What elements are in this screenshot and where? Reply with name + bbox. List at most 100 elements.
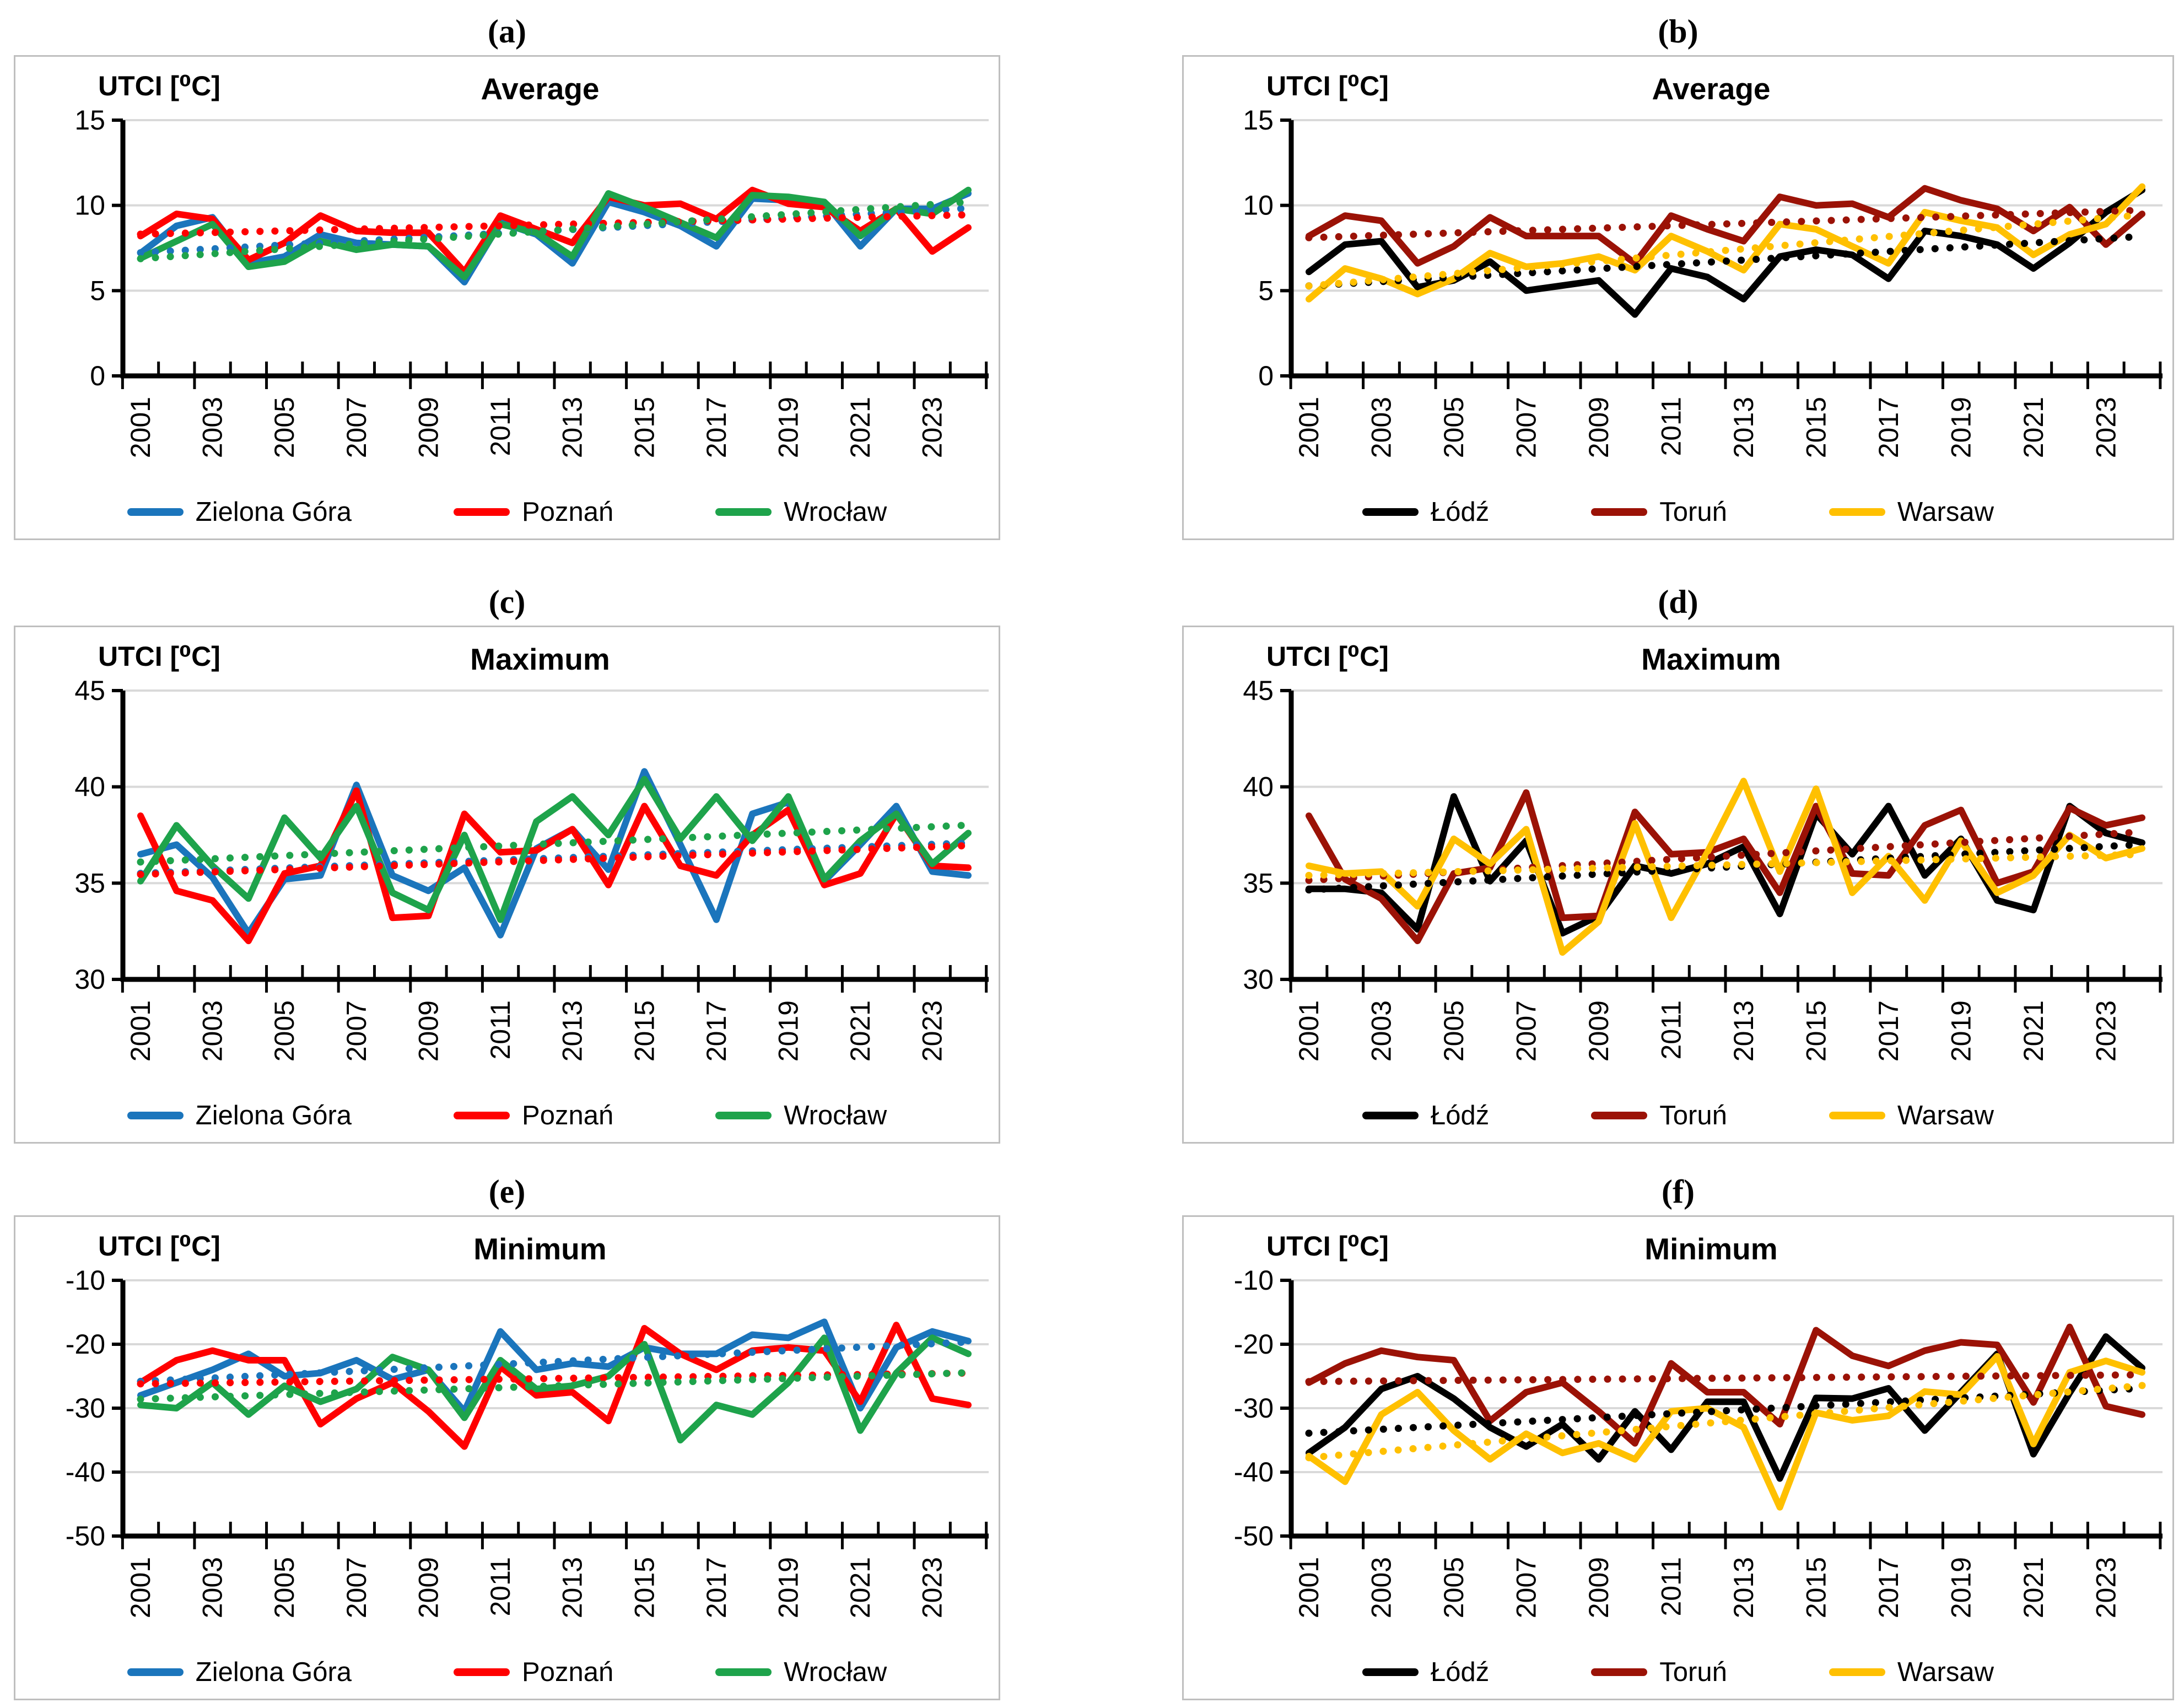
y-tick-label: -40 xyxy=(66,1457,105,1488)
trend-line-Toruń xyxy=(1305,206,2146,241)
x-tick-label: 2001 xyxy=(125,1000,156,1062)
legend-label: Zielona Góra xyxy=(195,1657,352,1687)
legend-label: Wrocław xyxy=(784,1101,887,1130)
panel-title: Average xyxy=(1652,72,1771,106)
trend-line-Warsaw xyxy=(1305,1382,2146,1462)
legend-swatch xyxy=(1362,1112,1419,1119)
legend-swatch xyxy=(1829,508,1885,516)
series-line-Poznań xyxy=(137,787,972,945)
trend-line-Łódź xyxy=(1305,1384,2146,1437)
panel-f: (f) -50 -40 -30 -20 -10 2001 2003 2005 2007 2009 2… xyxy=(1182,1168,2174,1700)
chart-canvas-maximum-right: 30 35 40 45 2001 2003 2005 2007 2009 2011 2013 2015… xyxy=(1243,675,2163,1062)
x-tick-label: 2007 xyxy=(1511,1000,1541,1062)
legend-swatch xyxy=(715,508,772,516)
x-tick-label: 2015 xyxy=(629,1557,660,1618)
x-tick-label: 2015 xyxy=(1800,1000,1831,1062)
x-tick-label: 2015 xyxy=(1800,397,1831,458)
legend-item: Zielona Góra xyxy=(127,497,352,527)
y-tick-label: -10 xyxy=(66,1265,105,1296)
chart-canvas-minimum-left: -50 -40 -30 -20 -10 2001 2003 2005 2007 2009 2011 2… xyxy=(66,1265,989,1618)
x-tick-label: 2021 xyxy=(845,1557,876,1618)
chart-canvas-maximum-left: 30 35 40 45 2001 2003 2005 2007 2009 2011 2013 2015… xyxy=(74,675,989,1062)
legend-swatch xyxy=(1591,1112,1648,1119)
legend-swatch xyxy=(127,1112,184,1119)
legend-swatch xyxy=(1829,1112,1885,1119)
trend-line-Toruń xyxy=(1305,828,2146,884)
y-tick-label: 45 xyxy=(74,675,105,706)
chart-canvas-average-right: 0 5 10 15 2001 2003 2005 2007 2009 2011 2013 2015 20… xyxy=(1243,105,2163,458)
legend-item: Poznań xyxy=(454,1100,613,1131)
x-tick-label: 2013 xyxy=(557,1000,588,1062)
legend-swatch xyxy=(127,1668,184,1676)
legend-label: Poznań xyxy=(522,497,614,527)
legend-swatch xyxy=(1829,1668,1885,1676)
panel-title: Minimum xyxy=(473,1232,607,1266)
x-tick-label: 2009 xyxy=(413,397,444,458)
y-tick-label: 35 xyxy=(1243,868,1274,898)
y-tick-label: -10 xyxy=(1234,1265,1274,1296)
panel-b: (b) 0 5 10 15 2001 2003 2005 2007 2009 2011 2013 20… xyxy=(1182,8,2174,540)
legend-item: Poznań xyxy=(454,497,613,527)
legend-label: Łódź xyxy=(1431,1657,1490,1687)
series-line-Toruń xyxy=(1306,789,2145,945)
x-tick-label: 2005 xyxy=(269,397,300,458)
legend-item: Łódź xyxy=(1362,1657,1489,1688)
y-tick-label: -30 xyxy=(66,1393,105,1424)
x-tick-label: 2003 xyxy=(1366,397,1396,458)
legend-label: Warsaw xyxy=(1897,1101,1994,1130)
legend-item: Warsaw xyxy=(1829,1100,1994,1131)
panel-title: Minimum xyxy=(1644,1232,1778,1266)
legend-swatch xyxy=(454,508,510,516)
y-tick-label: 0 xyxy=(90,360,105,391)
trend-line-Warsaw xyxy=(1305,850,2146,879)
series-line-Zielona Góra xyxy=(137,1318,972,1415)
y-tick-label: -50 xyxy=(1234,1521,1274,1551)
x-tick-label: 2009 xyxy=(413,1557,444,1618)
x-tick-label: 2003 xyxy=(197,1557,228,1618)
y-tick-label: 40 xyxy=(1243,772,1274,802)
x-tick-label: 2019 xyxy=(1945,397,1976,458)
legend-label: Toruń xyxy=(1659,497,1727,527)
x-tick-label: 2023 xyxy=(2090,1000,2121,1062)
legend-item: Łódź xyxy=(1362,497,1489,527)
x-tick-label: 2011 xyxy=(1655,1557,1686,1617)
chart-legend: Łódź Toruń Warsaw xyxy=(1184,1657,2172,1688)
x-tick-label: 2017 xyxy=(1873,1000,1904,1062)
x-tick-label: 2007 xyxy=(341,1000,372,1062)
x-tick-label: 2005 xyxy=(269,1557,300,1618)
legend-label: Warsaw xyxy=(1897,1657,1994,1687)
y-tick-label: -20 xyxy=(1234,1329,1274,1360)
legend-swatch xyxy=(715,1668,772,1676)
x-tick-label: 2021 xyxy=(845,1000,876,1062)
series-line-Toruń xyxy=(1306,185,2145,267)
legend-item: Warsaw xyxy=(1829,497,1994,527)
legend-item: Zielona Góra xyxy=(127,1100,352,1131)
x-tick-label: 2019 xyxy=(1945,1557,1976,1618)
x-tick-label: 2013 xyxy=(557,1557,588,1618)
chart-legend: Zielona Góra Poznań Wrocław xyxy=(15,1657,999,1688)
y-tick-label: 5 xyxy=(90,275,105,306)
legend-label: Łódź xyxy=(1431,497,1490,527)
y-axis-title: UTCI [⁰C] xyxy=(98,71,220,101)
y-tick-label: 30 xyxy=(1243,964,1274,995)
y-tick-label: 40 xyxy=(74,772,105,802)
legend-label: Łódź xyxy=(1431,1101,1490,1130)
legend-swatch xyxy=(715,1112,772,1119)
x-tick-label: 2023 xyxy=(2090,397,2121,458)
panel-title: Maximum xyxy=(470,642,610,676)
chart-legend: Zielona Góra Poznań Wrocław xyxy=(15,497,999,527)
x-tick-label: 2015 xyxy=(1800,1557,1831,1618)
panel-title: Maximum xyxy=(1641,642,1781,676)
trend-line-Zielona Góra xyxy=(137,1338,972,1385)
trend-line-Poznań xyxy=(137,1369,972,1388)
x-tick-label: 2015 xyxy=(629,1000,660,1062)
y-axis-title: UTCI [⁰C] xyxy=(98,641,220,672)
x-tick-label: 2005 xyxy=(1438,1557,1469,1618)
y-tick-label: 30 xyxy=(74,964,105,995)
legend-swatch xyxy=(1591,508,1648,516)
x-tick-label: 2013 xyxy=(557,397,588,458)
legend-swatch xyxy=(1362,1668,1419,1676)
y-tick-label: 0 xyxy=(1258,360,1274,391)
x-tick-label: 2005 xyxy=(269,1000,300,1062)
x-tick-label: 2023 xyxy=(917,1557,948,1618)
